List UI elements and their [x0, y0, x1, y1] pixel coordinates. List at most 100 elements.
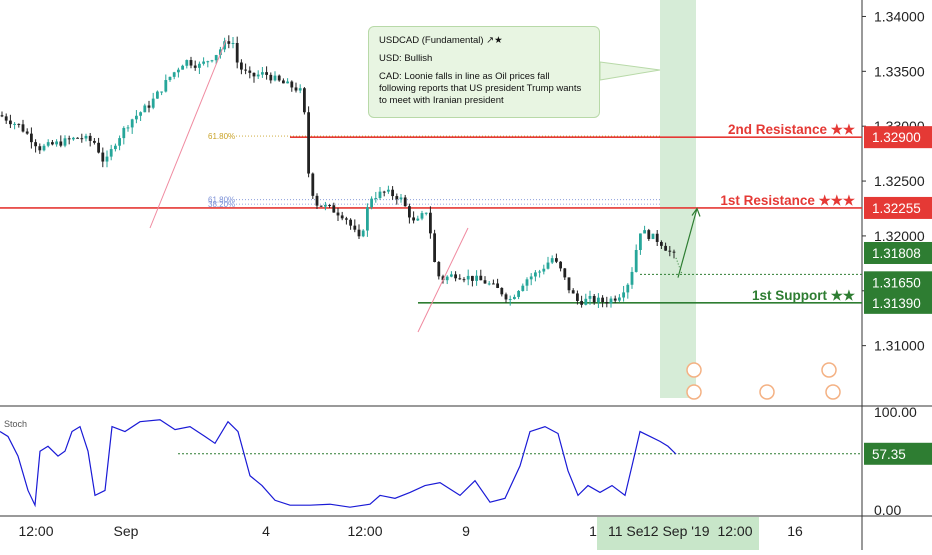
candle-body — [67, 138, 71, 140]
candle-body — [345, 218, 348, 220]
candle-body — [605, 302, 609, 304]
candle-body — [622, 292, 625, 298]
candle-body — [571, 290, 575, 294]
candle-body — [475, 275, 478, 281]
candle-body — [193, 65, 197, 68]
price-tick-label: 1.32000 — [874, 228, 925, 244]
stoch-tick-label: 0.00 — [874, 502, 901, 518]
candle-body — [273, 75, 277, 81]
candle-body — [269, 74, 273, 81]
time-tick-label: 12:00 — [347, 523, 382, 539]
candle-body — [101, 152, 105, 162]
stoch-title: Stoch — [4, 419, 27, 429]
level-label: 2nd Resistance ★★ — [728, 122, 856, 137]
time-tick-label: 4 — [262, 523, 270, 539]
candle-body — [563, 268, 567, 278]
candle-body — [655, 233, 659, 242]
price-tag-bg — [864, 271, 932, 294]
candle-body — [555, 258, 558, 262]
price-tick-label: 1.32500 — [874, 173, 925, 189]
price-tag-value: 1.31390 — [872, 296, 921, 311]
candle-body — [559, 261, 562, 269]
candle-body — [466, 275, 470, 280]
candle-body — [139, 112, 142, 116]
candle-body — [114, 145, 117, 150]
candle-body — [227, 41, 231, 44]
candle-body — [580, 300, 583, 305]
candle-body — [500, 287, 504, 295]
candle-body — [592, 295, 596, 303]
candle-body — [374, 198, 378, 200]
candle-body — [55, 141, 58, 145]
candle-body — [231, 42, 235, 44]
candle-body — [189, 60, 193, 66]
event-flag-icon — [686, 362, 702, 378]
candle-body — [429, 212, 432, 234]
stoch-line — [0, 419, 677, 508]
candle-body — [214, 55, 218, 61]
candle-body — [534, 272, 537, 277]
candle-body — [479, 275, 483, 281]
candle-body — [34, 142, 37, 147]
candle-body — [198, 63, 201, 68]
candle-body — [130, 119, 134, 128]
candle-body — [88, 135, 92, 141]
price-tag-value: 1.31650 — [872, 275, 921, 290]
level-label: 1st Resistance ★★★ — [720, 193, 856, 208]
candle-body — [340, 215, 344, 219]
stoch-tick-label: 100.00 — [874, 404, 917, 420]
candle-body — [471, 275, 474, 281]
candle-body — [349, 219, 352, 226]
candle-body — [105, 156, 109, 162]
candle-body — [454, 274, 457, 279]
level-label: 1st Support ★★ — [752, 288, 856, 303]
candle-body — [126, 127, 130, 129]
event-flag-icon — [821, 362, 837, 378]
candle-body — [651, 233, 655, 239]
candle-body — [42, 145, 46, 151]
candle-body — [387, 189, 390, 192]
price-tick-label: 1.31000 — [874, 338, 925, 354]
candle-body — [403, 197, 407, 207]
candle-body — [332, 205, 336, 213]
candle-body — [420, 213, 424, 219]
candle-body — [30, 133, 33, 143]
candle-body — [261, 72, 264, 75]
candle-body — [378, 191, 382, 199]
candle-body — [307, 112, 310, 174]
candle-body — [72, 137, 75, 140]
candle-body — [240, 62, 243, 70]
candle-body — [206, 61, 210, 63]
note-pointer — [599, 61, 661, 81]
note-cad: CAD: Loonie falls in line as Oil prices … — [379, 71, 582, 106]
candle-body — [609, 298, 613, 304]
time-tick-label: Sep — [114, 523, 139, 539]
candle-body — [21, 124, 25, 132]
candle-body — [135, 115, 138, 120]
candle-body — [177, 69, 180, 73]
candle-body — [529, 276, 533, 280]
candle-body — [0, 115, 4, 117]
candle-body — [156, 91, 159, 99]
candle-body — [46, 142, 50, 146]
candle-body — [630, 271, 634, 285]
candle-body — [9, 120, 12, 125]
stoch-value-tag: 57.35 — [872, 447, 906, 462]
candle-body — [256, 74, 260, 77]
candle-body — [38, 146, 42, 151]
candle-body — [51, 142, 54, 145]
candle-body — [303, 88, 306, 113]
candle-body — [109, 149, 113, 157]
candle-body — [639, 233, 642, 250]
candle-body — [626, 284, 630, 293]
candle-body — [445, 276, 449, 281]
candle-body — [143, 105, 147, 113]
candle-body — [424, 212, 428, 214]
pattern-line — [149, 39, 227, 229]
projection-arrow — [677, 208, 698, 278]
fundamental-note: USDCAD (Fundamental) ↗★ USD: Bullish CAD… — [368, 26, 600, 118]
candle-body — [185, 60, 189, 66]
candle-body — [412, 217, 415, 221]
candle-body — [567, 277, 571, 291]
candle-body — [202, 61, 205, 64]
